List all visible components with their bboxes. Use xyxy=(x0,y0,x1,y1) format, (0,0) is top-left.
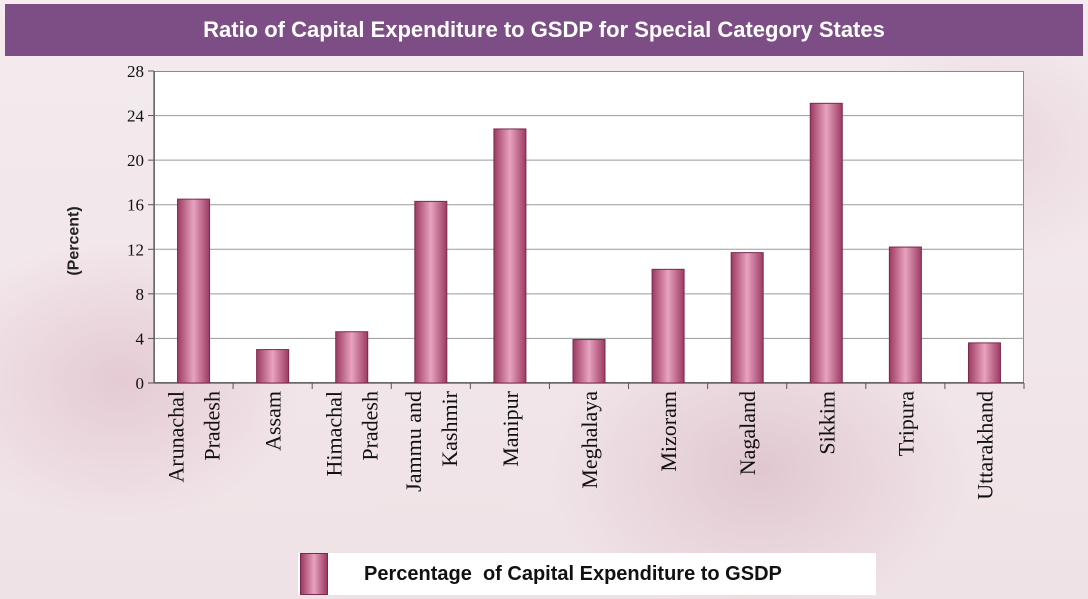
chart-title: Ratio of Capital Expenditure to GSDP for… xyxy=(203,17,885,42)
x-tick-label-group: Arunachal Pradesh xyxy=(164,391,225,483)
bar-meghalaya xyxy=(572,339,606,384)
chart-title-bar: Ratio of Capital Expenditure to GSDP for… xyxy=(5,4,1083,56)
x-tick-label: Kashmir xyxy=(437,390,462,466)
bar-manipur xyxy=(493,128,527,384)
x-tick-label: Tripura xyxy=(893,391,918,456)
y-tick-label: 16 xyxy=(127,196,144,215)
bar-arunachal-pradesh xyxy=(177,198,211,384)
x-tick-label: Assam xyxy=(261,391,286,451)
x-tick-label: Uttarakhand xyxy=(972,391,997,500)
x-tick-label-group: Himachal Pradesh xyxy=(322,391,383,477)
bar-assam xyxy=(256,349,290,384)
x-tick-label-group: Tripura xyxy=(893,391,918,456)
bar-uttarakhand xyxy=(967,342,1001,384)
bar-jammu-and-kashmir xyxy=(414,200,448,384)
x-tick-label-group: Nagaland xyxy=(735,391,760,475)
y-tick-label: 8 xyxy=(136,285,145,304)
x-tick-label-group: Uttarakhand xyxy=(972,391,997,500)
plot-area xyxy=(154,71,1024,383)
y-tick-label: 28 xyxy=(127,62,144,81)
y-tick-label: 0 xyxy=(136,374,145,393)
y-tick-label: 4 xyxy=(136,329,145,348)
x-tick-label-group: Assam xyxy=(261,391,286,451)
bar-sikkim xyxy=(809,102,843,384)
y-tick-label: 24 xyxy=(127,107,145,126)
y-tick-label: 12 xyxy=(127,240,144,259)
legend-label: Percentage of Capital Expenditure to GSD… xyxy=(364,562,782,585)
x-tick-label: Mizoram xyxy=(656,391,681,472)
legend: Percentage of Capital Expenditure to GSD… xyxy=(298,553,876,595)
x-tick-label: Jammu and xyxy=(401,391,426,492)
x-tick-label: Pradesh xyxy=(200,391,225,461)
x-tick-label-group: Mizoram xyxy=(656,391,681,472)
x-tick-label-group: Jammu and Kashmir xyxy=(401,390,462,492)
bar-himachal-pradesh xyxy=(335,331,369,384)
bar-nagaland xyxy=(730,252,764,384)
x-tick-label-group: Meghalaya xyxy=(577,391,602,489)
x-tick-label: Nagaland xyxy=(735,391,760,475)
x-tick-label: Meghalaya xyxy=(577,391,602,489)
bar-mizoram xyxy=(651,268,685,384)
x-tick-label: Sikkim xyxy=(814,391,839,455)
y-tick-label: 20 xyxy=(127,151,144,170)
x-tick-label: Himachal xyxy=(322,391,347,477)
x-tick-label-group: Sikkim xyxy=(814,391,839,455)
bar-tripura xyxy=(888,246,922,384)
legend-swatch xyxy=(300,553,328,595)
x-tick-label: Arunachal xyxy=(164,391,189,483)
x-tick-label: Manipur xyxy=(498,390,523,466)
x-tick-label-group: Manipur xyxy=(498,390,523,466)
x-tick-label: Pradesh xyxy=(358,391,383,461)
